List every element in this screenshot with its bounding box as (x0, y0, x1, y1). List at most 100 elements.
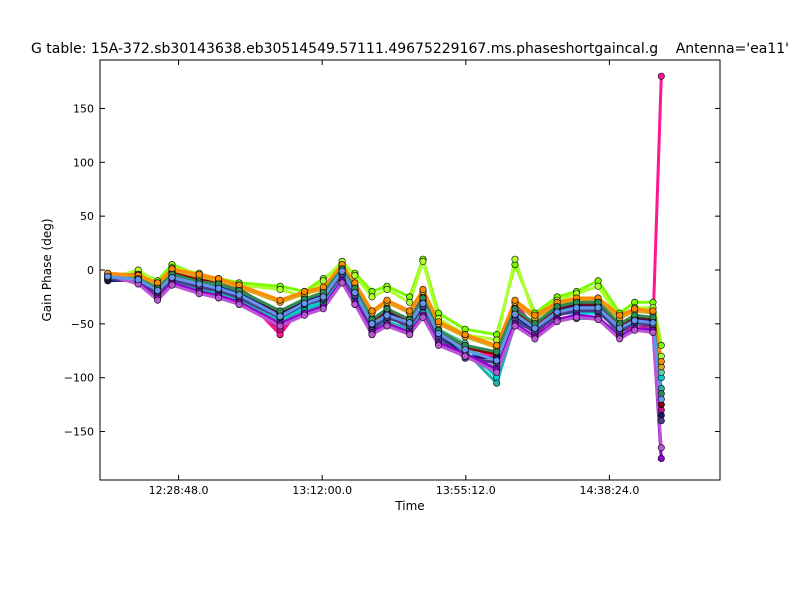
data-point-s16-19 (493, 356, 501, 364)
data-point-s2-24 (594, 282, 602, 290)
y-tick-label: 0 (87, 264, 94, 277)
data-point-s12-26 (631, 326, 639, 334)
data-point-s12-11 (338, 279, 346, 287)
series-line-15 (107, 267, 663, 394)
data-point-s16-11 (338, 267, 346, 275)
series-line-10 (107, 272, 663, 421)
data-point-s16-16 (419, 299, 427, 307)
data-point-s2-10 (319, 277, 327, 285)
data-point-s15-14 (383, 305, 391, 313)
data-point-s16-7 (235, 291, 243, 299)
data-point-s16-21 (531, 324, 539, 332)
x-tick-label: 12:28:48.0 (149, 484, 209, 497)
data-point-s14-27 (649, 307, 657, 315)
data-point-s14-20 (511, 296, 519, 304)
data-point-s6-19 (493, 379, 501, 387)
data-point-s2-16 (419, 257, 427, 265)
data-point-s14-17 (434, 318, 442, 326)
series-line-16 (107, 269, 663, 400)
data-point-s14-25 (616, 311, 624, 319)
x-tick-label: 13:12:00.0 (292, 484, 352, 497)
data-point-s2-14 (383, 285, 391, 293)
data-point-s12-6 (215, 294, 223, 302)
data-point-s14-26 (631, 305, 639, 313)
data-point-s12-18 (461, 352, 469, 360)
data-point-s12-19 (493, 368, 501, 376)
data-point-s12-27 (649, 328, 657, 336)
data-point-s3-28 (657, 72, 665, 80)
data-point-s14-16 (419, 285, 427, 293)
chart-title-antenna: Antenna='ea11' (676, 41, 789, 57)
data-point-s16-17 (434, 329, 442, 337)
data-point-s14-14 (383, 296, 391, 304)
data-point-s12-17 (434, 341, 442, 349)
data-point-s2-8 (276, 285, 284, 293)
data-point-s12-3 (154, 296, 162, 304)
series-line-8 (107, 266, 663, 405)
y-axis-label: Gain Phase (deg) (40, 218, 54, 321)
y-tick-label: 100 (73, 156, 94, 169)
data-point-s16-25 (616, 324, 624, 332)
data-point-s16-15 (406, 319, 414, 327)
data-point-s16-24 (594, 304, 602, 312)
data-point-s14-28 (657, 357, 665, 365)
data-point-s14-21 (531, 311, 539, 319)
x-axis-label: Time (394, 499, 424, 513)
series-line-11 (107, 275, 663, 459)
data-point-s12-15 (406, 331, 414, 339)
data-point-s14-15 (406, 307, 414, 315)
data-point-s16-18 (461, 346, 469, 354)
data-point-s12-28 (657, 444, 665, 452)
data-point-s14-13 (368, 307, 376, 315)
data-point-s2-12 (351, 271, 359, 279)
data-point-s16-2 (134, 276, 142, 284)
data-point-s12-25 (616, 335, 624, 343)
data-point-s12-13 (368, 331, 376, 339)
plot-frame (99, 59, 721, 481)
data-point-s1-28 (657, 341, 665, 349)
data-point-s14-5 (195, 270, 203, 278)
y-tick-label: 150 (73, 102, 94, 115)
x-tick-label: 14:38:24.0 (579, 484, 639, 497)
series-layer (104, 72, 665, 462)
data-point-s12-8 (276, 322, 284, 330)
data-point-s12-9 (300, 311, 308, 319)
data-point-s16-9 (300, 299, 308, 307)
y-tick-label: −150 (64, 426, 94, 439)
data-point-s16-1 (104, 272, 112, 280)
data-point-s12-5 (195, 290, 203, 298)
data-point-s11-28 (657, 454, 665, 462)
data-point-s16-20 (511, 310, 519, 318)
data-point-s12-23 (572, 313, 580, 321)
data-point-s14-9 (300, 287, 308, 295)
data-point-s12-20 (511, 322, 519, 330)
data-point-s12-12 (351, 300, 359, 308)
data-point-s12-4 (168, 281, 176, 289)
ticks-layer: −150 −100 −50 0 50 100 150 12:28:48.0 13:12:00.0… (64, 60, 720, 497)
y-tick-label: −50 (71, 318, 94, 331)
data-point-s16-26 (631, 317, 639, 325)
data-point-s10-28 (657, 417, 665, 425)
data-point-s16-12 (351, 289, 359, 297)
data-point-s2-13 (368, 293, 376, 301)
x-tick-label: 13:55:12.0 (436, 484, 496, 497)
data-point-s15-19 (493, 348, 501, 356)
data-point-s2-20 (511, 255, 519, 263)
data-point-s12-16 (419, 313, 427, 321)
data-point-s16-13 (368, 320, 376, 328)
data-point-s16-5 (195, 280, 203, 288)
data-point-s16-3 (154, 286, 162, 294)
y-tick-label: 50 (80, 210, 94, 223)
data-point-s2-15 (406, 298, 414, 306)
data-point-s12-24 (594, 315, 602, 323)
data-point-s16-23 (572, 304, 580, 312)
data-point-s12-21 (531, 335, 539, 343)
data-point-s16-27 (649, 319, 657, 327)
data-point-s16-6 (215, 284, 223, 292)
data-point-s16-14 (383, 311, 391, 319)
data-point-s14-19 (493, 341, 501, 349)
y-tick-label: −100 (64, 372, 94, 385)
data-point-s16-28 (657, 395, 665, 403)
